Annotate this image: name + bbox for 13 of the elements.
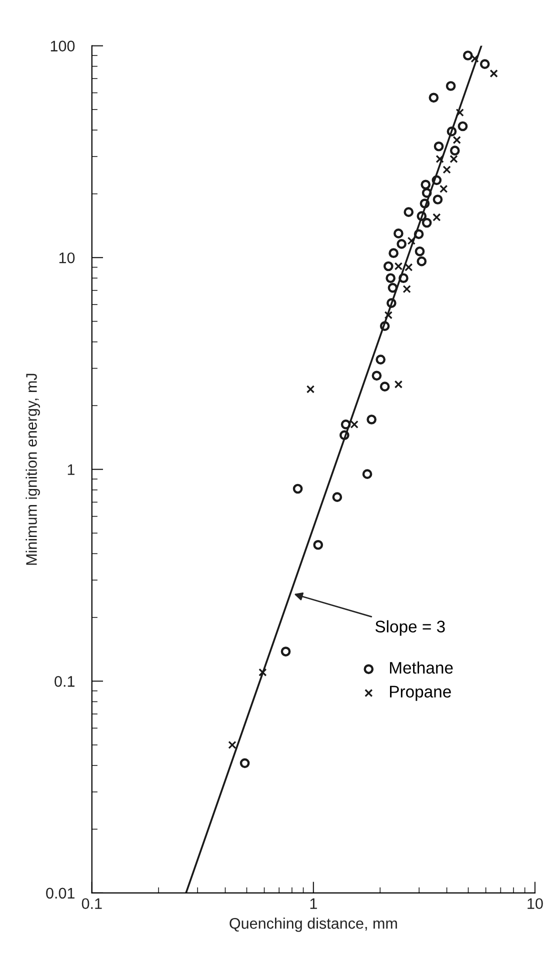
y-tick-label: 0.01 <box>46 888 74 899</box>
y-tick-label: 10 <box>59 252 75 264</box>
y-tick-label: 1 <box>68 464 74 475</box>
legend-label: Methane <box>390 661 453 674</box>
y-axis-title: Minimum ignition energy, mJ <box>26 374 40 565</box>
x-tick-label: 10 <box>528 898 543 910</box>
annotation: Slope = 3 <box>375 620 445 636</box>
y-tick-label: 100 <box>50 40 75 52</box>
legend-label: Propane <box>390 686 451 701</box>
x-tick-label: 0.1 <box>82 898 102 910</box>
y-tick-label: 0.1 <box>54 676 74 687</box>
x-tick-label: 1 <box>310 898 317 909</box>
x-axis-title: Quenching distance, mm <box>230 918 397 932</box>
